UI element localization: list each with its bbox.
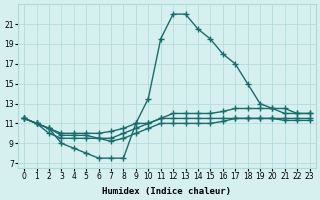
X-axis label: Humidex (Indice chaleur): Humidex (Indice chaleur) [102,187,231,196]
